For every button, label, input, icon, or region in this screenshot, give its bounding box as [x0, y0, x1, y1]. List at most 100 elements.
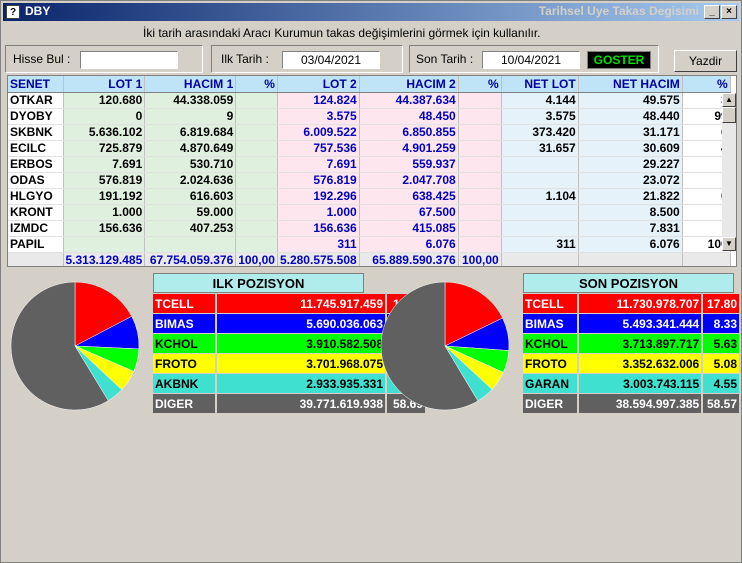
table-cell: DYOBY — [8, 108, 64, 125]
scroll-up-arrow-icon[interactable]: ▲ — [722, 93, 736, 107]
position-value: 11.745.917.459 — [217, 294, 387, 313]
position-symbol: DIGER — [523, 394, 580, 413]
app-icon[interactable]: ? — [6, 5, 20, 19]
column-header[interactable]: NET HACIM — [578, 76, 683, 93]
table-row[interactable]: HLGYO 191.192 616.603 192.296 638.425 1.104 21… — [8, 188, 731, 205]
table-cell: 1.000 — [63, 204, 146, 221]
table-cell: 530.710 — [144, 156, 237, 173]
column-header[interactable]: HACIM 1 — [144, 76, 237, 93]
table-cell: 1.104 — [501, 188, 579, 205]
column-header[interactable]: NET LOT — [501, 76, 579, 93]
table-cell — [235, 204, 278, 221]
position-row: DIGER 38.594.997.385 58.57 — [523, 394, 741, 413]
table-cell: SKBNK — [8, 124, 64, 141]
table-cell: 8.500 — [578, 204, 683, 221]
table-row[interactable]: KRONT 1.000 59.000 1.000 67.500 8.500 — [8, 204, 731, 221]
close-button[interactable]: × — [721, 5, 737, 19]
table-row[interactable]: ERBOS 7.691 530.710 7.691 559.937 29.227 — [8, 156, 731, 173]
table-row[interactable]: SKBNK 5.636.102 6.819.684 6.009.522 6.850.85… — [8, 124, 731, 141]
position-symbol: AKBNK — [153, 374, 217, 393]
table-cell — [235, 108, 278, 125]
position-symbol: FROTO — [153, 354, 217, 373]
takas-grid[interactable]: SENET LOT 1 HACIM 1% LOT 2 HACIM 2% NET LOT NE… — [7, 75, 737, 267]
son-tarih-input[interactable]: 10/04/2021 — [482, 51, 580, 69]
column-header[interactable]: LOT 2 — [277, 76, 360, 93]
table-cell — [458, 204, 502, 221]
table-cell: 9 — [144, 108, 237, 125]
total-cell: 100,00 — [235, 251, 278, 266]
title-bar: ? DBY Tarihsel Uye Takas Degisimi _ × — [3, 3, 739, 21]
son-tarih-label: Son Tarih : — [416, 52, 474, 66]
table-cell — [235, 220, 278, 237]
position-value: 11.730.978.707 — [579, 294, 704, 313]
column-header[interactable]: HACIM 2 — [359, 76, 459, 93]
table-cell: 124.824 — [277, 92, 360, 109]
table-cell — [501, 172, 579, 189]
ilk-tarih-group — [211, 45, 403, 73]
column-header[interactable]: % — [458, 76, 502, 93]
total-cell — [682, 251, 731, 266]
scroll-down-arrow-icon[interactable]: ▼ — [722, 237, 736, 251]
table-cell: 2.047.708 — [359, 172, 459, 189]
column-header[interactable]: LOT 1 — [63, 76, 146, 93]
ilk-tarih-input[interactable]: 03/04/2021 — [282, 51, 380, 69]
table-cell: 5.636.102 — [63, 124, 146, 141]
table-cell: 30.609 — [578, 140, 683, 157]
table-cell: 576.819 — [277, 172, 360, 189]
column-header[interactable]: SENET — [8, 76, 64, 93]
total-cell: 67.754.059.376 — [144, 251, 237, 266]
table-cell — [144, 236, 237, 253]
table-cell: 559.937 — [359, 156, 459, 173]
table-cell: 48.450 — [359, 108, 459, 125]
table-cell: 311 — [501, 236, 579, 253]
table-row[interactable]: ODAS 576.819 2.024.636 576.819 2.047.708 23.0… — [8, 172, 731, 189]
column-header[interactable]: % — [682, 76, 731, 93]
table-cell: ECILC — [8, 140, 64, 157]
table-cell: 6.009.522 — [277, 124, 360, 141]
son-tarih-group — [409, 45, 659, 73]
position-row: KCHOL 3.713.897.717 5.63 — [523, 334, 741, 353]
table-cell — [458, 140, 502, 157]
position-pct: 8.33 — [703, 314, 741, 333]
table-cell: 59.000 — [144, 204, 237, 221]
table-cell — [458, 108, 502, 125]
window-title: DBY — [25, 4, 51, 18]
grid-vertical-scrollbar[interactable]: ▲ ▼ — [722, 93, 736, 251]
goster-button[interactable]: GOSTER — [587, 51, 651, 69]
table-row[interactable]: OTKAR 120.680 44.338.059 124.824 44.387.634 4… — [8, 92, 731, 109]
position-pct: 17.80 — [703, 294, 741, 313]
table-cell — [235, 172, 278, 189]
table-row[interactable]: ECILC 725.879 4.870.649 757.536 4.901.259 31.… — [8, 140, 731, 157]
table-cell: 616.603 — [144, 188, 237, 205]
table-cell: IZMDC — [8, 220, 64, 237]
table-cell: 576.819 — [63, 172, 146, 189]
minimize-button[interactable]: _ — [704, 5, 720, 19]
hisse-search-input[interactable] — [80, 51, 178, 69]
column-header[interactable]: % — [235, 76, 278, 93]
position-symbol: KCHOL — [153, 334, 217, 353]
table-cell: 4.144 — [501, 92, 579, 109]
table-cell — [501, 204, 579, 221]
yazdir-button[interactable]: Yazdir — [674, 50, 737, 72]
position-symbol: FROTO — [523, 354, 580, 373]
position-value: 38.594.997.385 — [579, 394, 704, 413]
table-cell: 373.420 — [501, 124, 579, 141]
table-cell: 7.691 — [277, 156, 360, 173]
scroll-thumb[interactable] — [722, 107, 736, 123]
table-cell: HLGYO — [8, 188, 64, 205]
table-cell: 191.192 — [63, 188, 146, 205]
table-cell: 3.575 — [277, 108, 360, 125]
total-cell: 5.280.575.508 — [277, 251, 360, 266]
hisse-group — [5, 45, 203, 73]
table-cell — [458, 156, 502, 173]
table-row[interactable]: IZMDC 156.636 407.253 156.636 415.085 7.831 — [8, 220, 731, 237]
table-cell: 638.425 — [359, 188, 459, 205]
table-cell — [682, 204, 731, 221]
position-value: 3.003.743.115 — [579, 374, 704, 393]
table-cell: 311 — [277, 236, 360, 253]
table-cell: OTKAR — [8, 92, 64, 109]
table-row[interactable]: PAPIL 311 6.076 311 6.076 100 — [8, 236, 731, 253]
position-symbol: TCELL — [523, 294, 580, 313]
table-cell: 44.387.634 — [359, 92, 459, 109]
